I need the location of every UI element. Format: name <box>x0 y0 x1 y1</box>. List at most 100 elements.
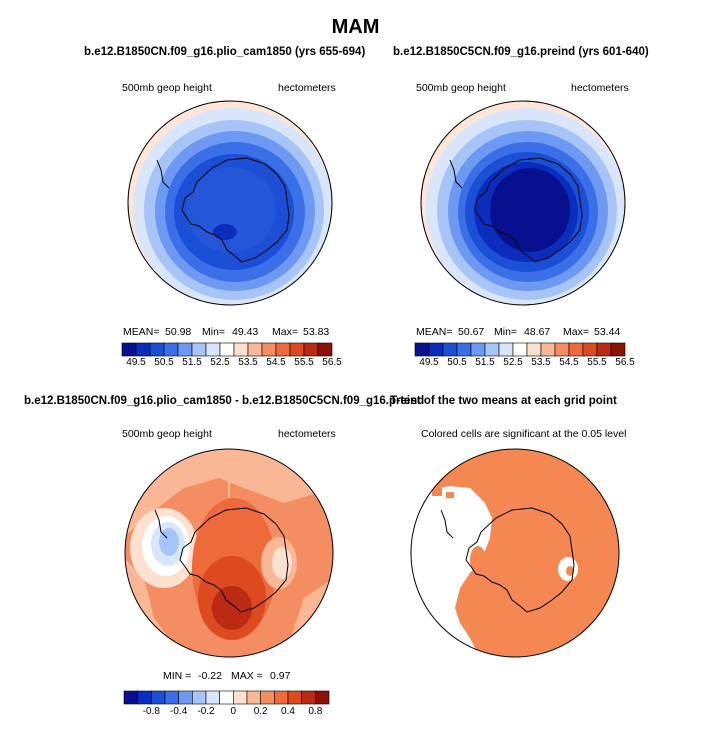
panel-title-plio: b.e12.B1850CN.f09_g16.plio_cam1850 (yrs … <box>84 46 366 58</box>
colorbar-tick-label: 52.5 <box>210 357 230 368</box>
colorbar-preind <box>414 342 626 357</box>
colorbar-tick-label: 50.5 <box>154 357 174 368</box>
colorbar-difference <box>123 690 330 705</box>
mean-label: MEAN= <box>123 326 160 338</box>
colorbar-cell <box>135 342 151 357</box>
colorbar-cell <box>287 690 302 705</box>
colorbar-tick-label: 56.5 <box>322 357 342 368</box>
panel-units-label: hectometers <box>571 82 629 94</box>
colorbar-cell <box>274 690 289 705</box>
min-value: 48.67 <box>524 326 551 338</box>
colorbar-tick-label: -0.2 <box>197 706 215 717</box>
colorbar-tick-label: 55.5 <box>587 357 607 368</box>
colorbar-cell <box>219 690 234 705</box>
colorbar-tick-label: 51.5 <box>475 357 495 368</box>
colorbar-tick-label: 56.5 <box>615 357 635 368</box>
colorbar-cell <box>484 342 500 357</box>
colorbar-cell <box>261 342 277 357</box>
colorbar-cell <box>470 342 486 357</box>
max-label: MAX = <box>231 670 263 682</box>
colorbar-cell <box>177 342 193 357</box>
panel-units-label: hectometers <box>278 428 336 440</box>
colorbar-tick-label: -0.8 <box>142 706 160 717</box>
colorbar-plio <box>121 342 333 357</box>
max-value: 0.97 <box>270 670 291 682</box>
mean-label: MEAN= <box>416 326 453 338</box>
colorbar-cell <box>246 690 261 705</box>
colorbar-cell <box>192 690 207 705</box>
colorbar-cell <box>610 342 626 357</box>
colorbar-cell <box>247 342 263 357</box>
colorbar-cell <box>191 342 207 357</box>
colorbar-cell <box>121 342 137 357</box>
colorbar-tick-label: 53.5 <box>531 357 551 368</box>
colorbar-cell <box>526 342 542 357</box>
panel-units-label: hectometers <box>278 82 336 94</box>
colorbar-cell <box>303 342 319 357</box>
panel-field-label: 500mb geop height <box>416 82 506 94</box>
min-label: MIN = <box>163 670 192 682</box>
colorbar-cell <box>233 342 249 357</box>
mean-value: 50.67 <box>458 326 485 338</box>
colorbar-cell <box>289 342 305 357</box>
colorbar-cell <box>442 342 458 357</box>
colorbar-cell <box>219 342 235 357</box>
colorbar-cell <box>275 342 291 357</box>
colorbar-tick-label: 0.2 <box>253 706 268 717</box>
colorbar-cell <box>164 690 179 705</box>
colorbar-cell <box>260 690 275 705</box>
colorbar-tick-label: 50.5 <box>447 357 467 368</box>
min-value: 49.43 <box>232 326 259 338</box>
map-ttest <box>410 448 620 658</box>
panel-title-ttest: T-test of the two means at each grid poi… <box>390 395 617 407</box>
colorbar-cell <box>512 342 528 357</box>
colorbar-tick-label: 52.5 <box>503 357 523 368</box>
colorbar-tick-label: 51.5 <box>182 357 202 368</box>
colorbar-cell <box>596 342 612 357</box>
colorbar-cell <box>205 342 221 357</box>
colorbar-tick-label: 55.5 <box>294 357 314 368</box>
min-value: -0.22 <box>198 670 222 682</box>
colorbar-cell <box>414 342 430 357</box>
colorbar-tick-label: 54.5 <box>559 357 579 368</box>
colorbar-cell <box>205 690 220 705</box>
colorbar-tick-label: 54.5 <box>266 357 286 368</box>
colorbar-cell <box>123 690 138 705</box>
map-plio <box>127 100 333 306</box>
colorbar-cell <box>582 342 598 357</box>
panel-field-label: 500mb geop height <box>122 428 212 440</box>
colorbar-tick-label: 53.5 <box>238 357 258 368</box>
colorbar-cell <box>315 690 330 705</box>
colorbar-tick-label: -0.4 <box>170 706 188 717</box>
colorbar-cell <box>301 690 316 705</box>
panel-title-diff: b.e12.B1850CN.f09_g16.plio_cam1850 - b.e… <box>24 395 425 407</box>
colorbar-cell <box>233 690 248 705</box>
colorbar-cell <box>568 342 584 357</box>
colorbar-tick-label: 0.8 <box>308 706 323 717</box>
colorbar-cell <box>178 690 193 705</box>
mean-value: 50.98 <box>165 326 192 338</box>
map-preind <box>420 100 626 306</box>
colorbar-cell <box>498 342 514 357</box>
colorbar-cell <box>540 342 556 357</box>
page-title: MAM <box>331 16 380 38</box>
colorbar-tick-label: 0 <box>230 706 237 717</box>
colorbar-cell <box>151 690 166 705</box>
colorbar-cell <box>163 342 179 357</box>
max-value: 53.83 <box>303 326 330 338</box>
colorbar-tick-label: 49.5 <box>419 357 439 368</box>
colorbar-cell <box>456 342 472 357</box>
min-label: Min= <box>494 326 518 338</box>
colorbar-cell <box>149 342 165 357</box>
colorbar-cell <box>137 690 152 705</box>
panel-subtitle-ttest: Colored cells are significant at the 0.0… <box>421 428 627 440</box>
colorbar-cell <box>317 342 333 357</box>
panel-title-preind: b.e12.B1850C5CN.f09_g16.preind (yrs 601-… <box>393 46 649 58</box>
colorbar-cell <box>554 342 570 357</box>
map-difference <box>124 448 334 658</box>
panel-field-label: 500mb geop height <box>122 82 212 94</box>
min-label: Min= <box>202 326 226 338</box>
colorbar-tick-label: 0.4 <box>281 706 295 717</box>
max-value: 53.44 <box>594 326 621 338</box>
colorbar-tick-label: 49.5 <box>126 357 146 368</box>
